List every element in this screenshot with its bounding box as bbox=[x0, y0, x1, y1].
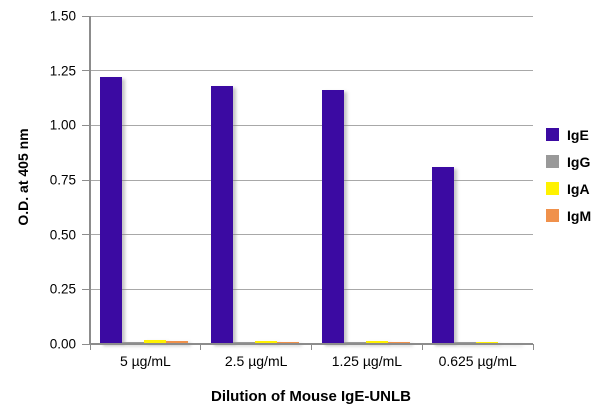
bar-igm-2 bbox=[276, 341, 299, 344]
x-category-label: 1.25 µg/mL bbox=[331, 353, 403, 369]
gridline bbox=[90, 288, 533, 290]
legend-label-iga: IgA bbox=[567, 180, 590, 197]
legend-item-ige: IgE bbox=[546, 121, 591, 148]
y-tick-label: 1.25 bbox=[49, 63, 76, 79]
x-axis-title: Dilution of Mouse IgE-UNLB bbox=[211, 388, 411, 405]
gridline bbox=[90, 70, 533, 72]
y-tick-mark bbox=[82, 234, 90, 236]
bar-iga-3 bbox=[365, 341, 388, 344]
x-category-label: 2.5 µg/mL bbox=[224, 353, 288, 369]
bar-igm-1 bbox=[166, 341, 188, 344]
legend-swatch-igm bbox=[546, 209, 559, 222]
y-tick-mark bbox=[82, 124, 90, 126]
x-tick-mark bbox=[200, 344, 202, 350]
y-tick-mark bbox=[82, 15, 90, 17]
y-tick-label: 0.50 bbox=[49, 227, 76, 243]
x-tick-mark bbox=[89, 344, 91, 350]
y-tick-label: 0.25 bbox=[49, 281, 76, 297]
bar-ige-4 bbox=[432, 166, 455, 344]
legend-swatch-igg bbox=[546, 155, 559, 168]
x-tick-mark bbox=[532, 344, 534, 350]
legend-label-igm: IgM bbox=[567, 207, 592, 224]
bar-iga-4 bbox=[476, 341, 499, 344]
x-tick-mark bbox=[421, 344, 423, 350]
y-axis-title: O.D. at 405 nm bbox=[15, 128, 31, 226]
y-tick-label: 0.00 bbox=[49, 336, 76, 352]
y-tick-label: 0.75 bbox=[49, 172, 76, 188]
bar-ige-1 bbox=[100, 77, 122, 344]
y-tick-mark bbox=[82, 179, 90, 181]
legend-item-igm: IgM bbox=[546, 202, 591, 229]
legend-label-igg: IgG bbox=[567, 153, 591, 170]
bar-iga-2 bbox=[254, 340, 277, 344]
legend-item-iga: IgA bbox=[546, 175, 591, 202]
y-tick-label: 1.00 bbox=[49, 117, 76, 133]
legend-swatch-iga bbox=[546, 182, 559, 195]
legend-swatch-ige bbox=[546, 128, 559, 141]
gridline bbox=[90, 234, 533, 236]
gridline bbox=[90, 15, 533, 17]
x-category-label: 0.625 µg/mL bbox=[438, 353, 517, 369]
gridline bbox=[90, 179, 533, 181]
y-tick-label: 1.50 bbox=[49, 8, 76, 24]
legend-label-ige: IgE bbox=[567, 126, 589, 143]
y-tick-mark bbox=[82, 288, 90, 290]
bar-iga-1 bbox=[144, 339, 166, 344]
gridline bbox=[90, 124, 533, 126]
bar-ige-3 bbox=[321, 90, 344, 344]
y-tick-mark bbox=[82, 70, 90, 72]
x-tick-mark bbox=[311, 344, 312, 350]
bar-ige-2 bbox=[210, 85, 233, 344]
x-category-label: 5 µg/mL bbox=[119, 353, 171, 369]
legend-item-igg: IgG bbox=[546, 148, 591, 175]
y-tick-mark bbox=[82, 343, 90, 345]
legend: IgE IgG IgA IgM bbox=[546, 121, 591, 229]
bar-igg-1 bbox=[122, 341, 144, 344]
y-axis-line bbox=[89, 16, 91, 345]
